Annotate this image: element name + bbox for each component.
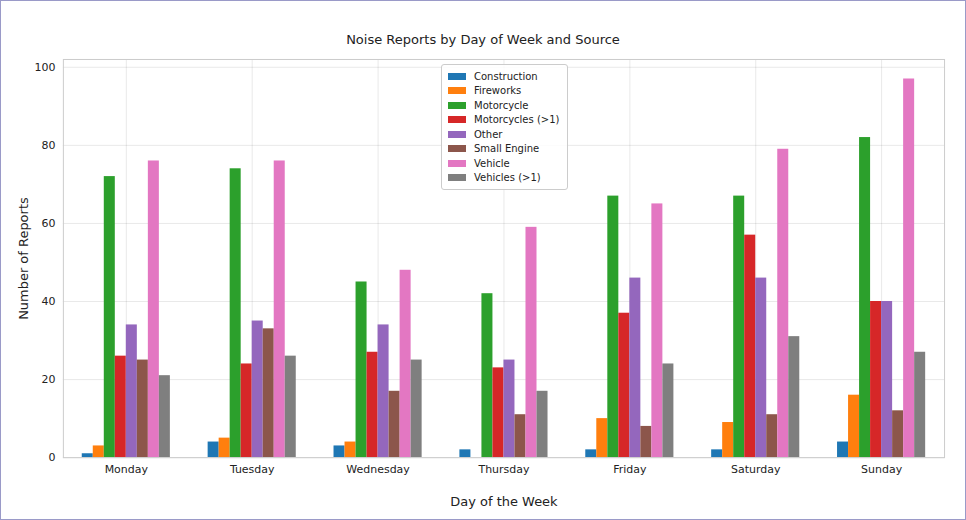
html-text:Construction: Construction — [474, 70, 538, 82]
svg-text:Wednesday: Wednesday — [346, 463, 410, 476]
html-text:Vehicles (>1): Vehicles (>1) — [474, 172, 541, 184]
html-text:Noise Reports by Day of Week a: Noise Reports by Day of Week and Source — [346, 32, 620, 47]
svg-text:Thursday: Thursday — [477, 463, 530, 476]
html-text:Small Engine: Small Engine — [474, 143, 540, 155]
html-text:Motorcycle: Motorcycle — [474, 99, 529, 111]
html-text:Motorcycles (>1): Motorcycles (>1) — [474, 114, 560, 126]
svg-text:Monday: Monday — [105, 463, 149, 476]
svg-text:Friday: Friday — [613, 463, 647, 476]
svg-text:Saturday: Saturday — [731, 463, 781, 476]
svg-text:Number of Reports: Number of Reports — [16, 197, 31, 320]
svg-text:20: 20 — [41, 373, 55, 386]
html-text:Vehicle: Vehicle — [474, 157, 510, 169]
svg-text:80: 80 — [41, 139, 55, 152]
svg-text:0: 0 — [48, 451, 55, 464]
svg-text:100: 100 — [34, 61, 55, 74]
svg-text:Day of the Week: Day of the Week — [450, 494, 558, 509]
svg-text:40: 40 — [41, 295, 55, 308]
svg-text:60: 60 — [41, 217, 55, 230]
svg-text:Tuesday: Tuesday — [229, 463, 275, 476]
svg-text:Sunday: Sunday — [861, 463, 903, 476]
html-text:Other: Other — [474, 128, 503, 140]
html-text:Fireworks: Fireworks — [474, 85, 522, 97]
